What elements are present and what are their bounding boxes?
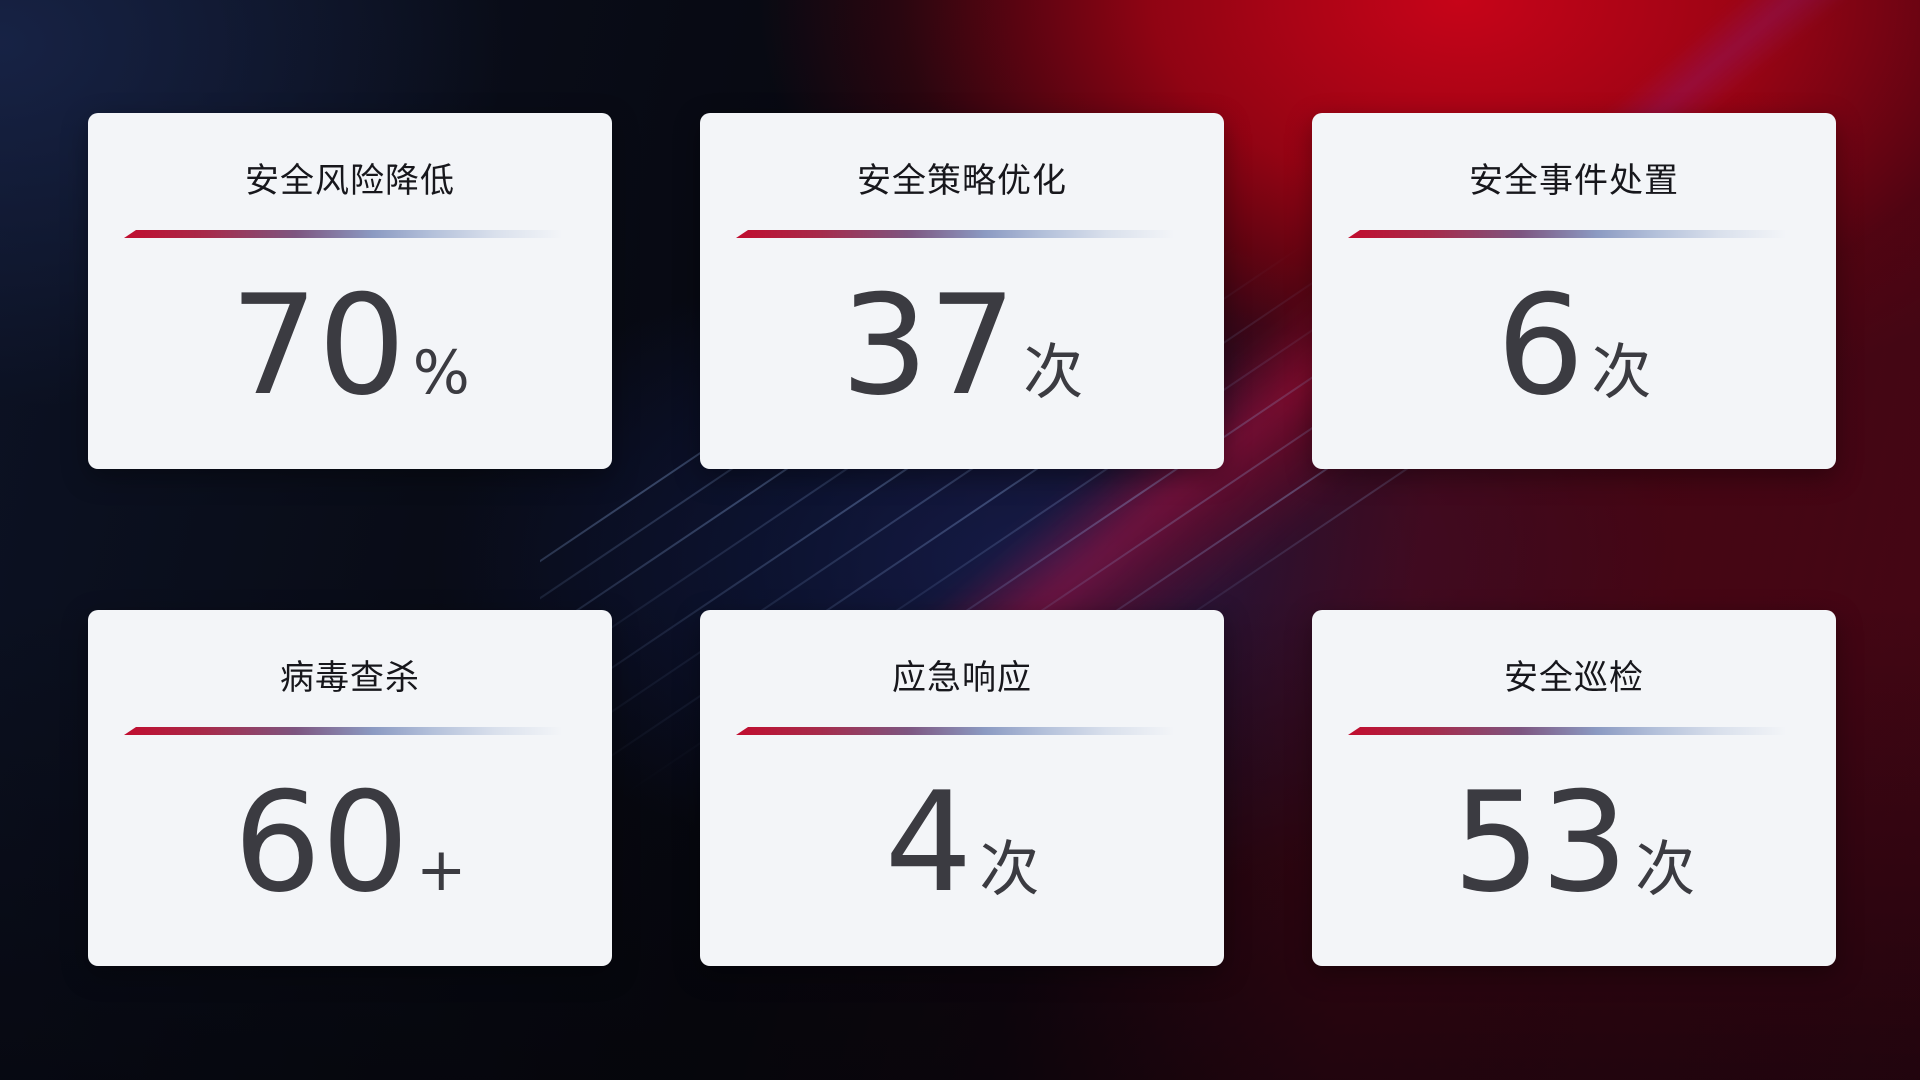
metric-value: 60 + xyxy=(234,770,467,916)
gradient-divider-bar xyxy=(736,230,1188,238)
metric-unit: 次 xyxy=(1635,835,1696,905)
gradient-divider-bar xyxy=(1348,230,1800,238)
metric-title: 安全事件处置 xyxy=(1469,162,1679,200)
gradient-divider-bar xyxy=(736,727,1188,735)
metric-value: 37 次 xyxy=(841,273,1084,419)
metric-card-virus-scan: 病毒查杀 60 + xyxy=(88,610,612,966)
metric-title: 安全策略优化 xyxy=(857,162,1067,200)
metric-card-policy-optimization: 安全策略优化 37 次 xyxy=(700,113,1224,469)
metric-number: 6 xyxy=(1496,265,1585,426)
metric-number: 53 xyxy=(1452,762,1629,923)
metric-value: 53 次 xyxy=(1453,770,1696,916)
metric-unit: + xyxy=(416,835,467,905)
gradient-divider-bar xyxy=(124,230,576,238)
metric-title: 安全巡检 xyxy=(1504,659,1644,697)
metric-number: 4 xyxy=(884,762,973,923)
metric-unit: 次 xyxy=(979,835,1040,905)
metric-title: 病毒查杀 xyxy=(280,659,420,697)
metric-title: 安全风险降低 xyxy=(245,162,455,200)
gradient-divider-bar xyxy=(1348,727,1800,735)
metric-title: 应急响应 xyxy=(892,659,1032,697)
metric-card-risk-reduction: 安全风险降低 70% xyxy=(88,113,612,469)
metric-unit: 次 xyxy=(1591,338,1652,408)
metric-number: 70 xyxy=(230,265,406,426)
metric-value: 70% xyxy=(230,273,470,419)
metric-number: 60 xyxy=(233,762,410,923)
metric-unit: % xyxy=(412,338,470,408)
metric-unit: 次 xyxy=(1023,338,1084,408)
metric-card-security-inspection: 安全巡检 53 次 xyxy=(1312,610,1836,966)
gradient-divider-bar xyxy=(124,727,576,735)
metric-number: 37 xyxy=(840,265,1017,426)
